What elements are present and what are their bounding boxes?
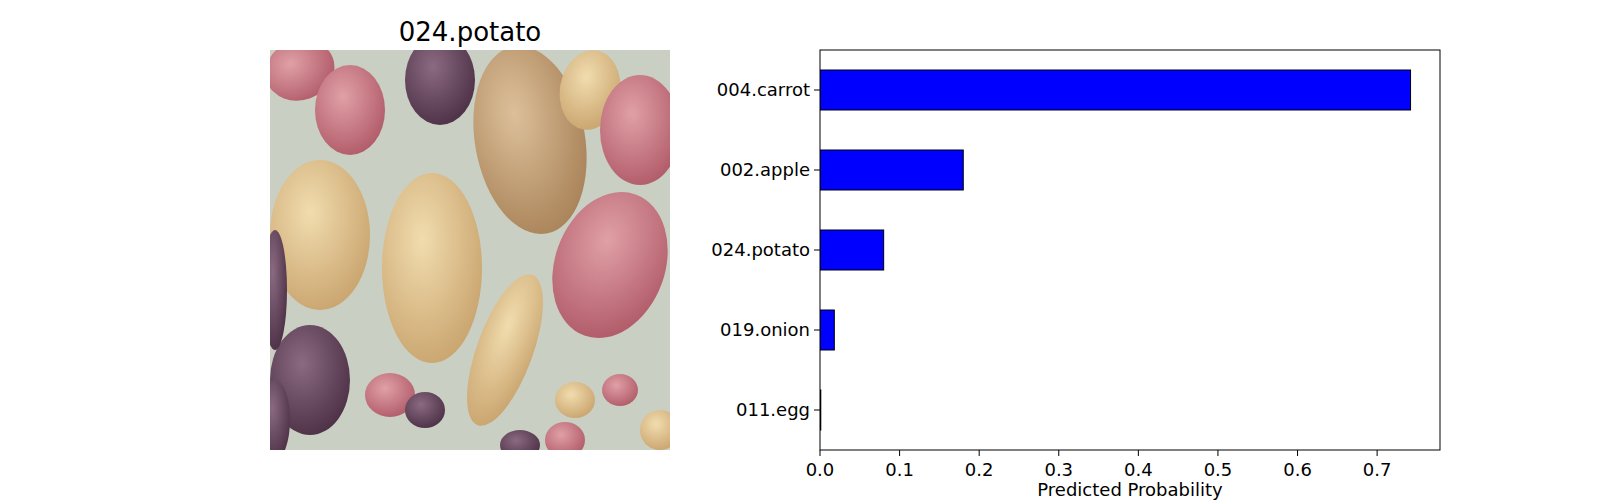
potato-shape (555, 382, 595, 418)
x-tick (1377, 450, 1378, 456)
y-tick-label: 019.onion (720, 319, 810, 340)
x-tick (979, 450, 980, 456)
x-tick (820, 450, 821, 456)
image (270, 50, 670, 450)
figure: 024.potato 004.carrot 002.apple 024.potato 0… (0, 0, 1600, 500)
x-tick (1217, 450, 1218, 456)
image-title: 024.potato (399, 17, 542, 47)
x-tick-label: 0.7 (1363, 459, 1392, 480)
bars (820, 70, 1411, 430)
y-tick (814, 250, 820, 251)
potato-shape (451, 265, 558, 435)
potato-shape (315, 65, 385, 155)
x-tick-label: 0.4 (1124, 459, 1153, 480)
potato-shape (270, 380, 290, 450)
potato-shape (602, 374, 638, 406)
potato-shape (545, 422, 585, 450)
x-tick-label: 0.1 (885, 459, 914, 480)
x-tick-label: 0.0 (806, 459, 835, 480)
x-tick (1297, 450, 1298, 456)
potato-shape (640, 410, 670, 450)
potato-shape (533, 176, 670, 355)
potato-shape (405, 50, 475, 125)
y-tick (814, 170, 820, 171)
plot-frame (820, 50, 1440, 450)
y-tick-label: 004.carrot (717, 79, 810, 100)
y-tick (814, 330, 820, 331)
y-tick-label: 002.apple (720, 159, 810, 180)
y-tick (814, 410, 820, 411)
bar (820, 150, 963, 190)
y-tick (814, 90, 820, 91)
y-tick-label: 024.potato (711, 239, 810, 260)
x-tick-label: 0.5 (1204, 459, 1233, 480)
bar (820, 230, 884, 270)
potato-shape (405, 392, 445, 428)
y-tick-label: 011.egg (736, 399, 810, 420)
x-tick-label: 0.6 (1283, 459, 1312, 480)
x-tick (1058, 450, 1059, 456)
potato-shape (270, 230, 287, 350)
x-tick-label: 0.2 (965, 459, 994, 480)
x-axis-label: Predicted Probability (1037, 479, 1223, 500)
potato-shape (382, 173, 482, 363)
potato-shape (500, 430, 540, 450)
bar (820, 70, 1411, 110)
x-tick (899, 450, 900, 456)
x-tick (1138, 450, 1139, 456)
bar (820, 310, 834, 350)
x-tick-label: 0.3 (1044, 459, 1073, 480)
potato-shape (600, 75, 670, 185)
